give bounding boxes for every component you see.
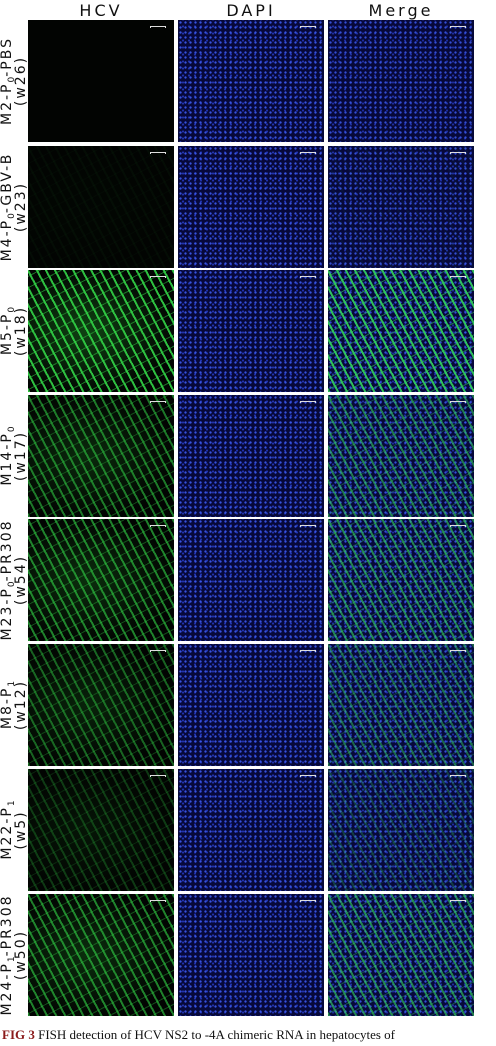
micrograph: [28, 395, 174, 517]
column-header: HCV: [79, 1, 123, 20]
scale-bar: [150, 401, 166, 403]
scale-bar: [300, 152, 316, 154]
week-label: (w5): [13, 810, 29, 850]
subscript: 1: [7, 800, 17, 807]
scale-bar: [150, 276, 166, 278]
scale-bar: [300, 401, 316, 403]
micrograph: [328, 769, 474, 891]
scale-bar: [300, 276, 316, 278]
scale-bar: [450, 900, 466, 902]
scale-bar: [450, 525, 466, 527]
scale-bar: [450, 152, 466, 154]
scale-bar: [450, 650, 466, 652]
row-label-line: M4-P0-GBV-B: [0, 146, 17, 268]
row-label-line: M23-P0-PR308: [0, 519, 17, 641]
row-label: M2-P0-PBS (w26): [0, 20, 29, 142]
week-label: (w18): [13, 305, 29, 357]
scale-bar: [300, 900, 316, 902]
micrograph: [28, 270, 174, 392]
micrograph: [28, 20, 174, 142]
row-label-line: M14-P0: [0, 395, 17, 517]
row-label: M23-P0-PR308 (w54): [0, 519, 29, 641]
row-label-line: M8-P1: [0, 644, 17, 766]
micrograph: [28, 769, 174, 891]
micrograph: [28, 146, 174, 268]
caption-label: FIG 3: [2, 1027, 35, 1042]
micrograph: [328, 146, 474, 268]
scale-bar: [300, 775, 316, 777]
scale-bar: [450, 401, 466, 403]
scale-bar: [300, 525, 316, 527]
row-label: M5-P0 (w18): [0, 270, 29, 392]
micrograph: [178, 270, 324, 392]
week-label: (w26): [13, 55, 29, 107]
micrograph: [328, 395, 474, 517]
micrograph: [328, 644, 474, 766]
row-label-line: M5-P0: [0, 270, 17, 392]
micrograph: [328, 519, 474, 641]
micrograph: [178, 146, 324, 268]
micrograph: [28, 894, 174, 1016]
row-label-line: M2-P0-PBS: [0, 20, 17, 142]
week-label: (w12): [13, 679, 29, 731]
scale-bar: [150, 525, 166, 527]
micrograph: [178, 519, 324, 641]
row-label: M24-P1-PR308 (w50): [0, 894, 29, 1016]
row-label-line: M22-P1: [0, 769, 17, 891]
column-header: DAPI: [226, 1, 276, 20]
row-label: M14-P0 (w17): [0, 395, 29, 517]
scale-bar: [300, 650, 316, 652]
caption-text: FISH detection of HCV NS2 to -4A chimeri…: [38, 1027, 395, 1042]
scale-bar: [150, 152, 166, 154]
scale-bar: [450, 775, 466, 777]
micrograph: [178, 395, 324, 517]
column-header: Merge: [368, 1, 434, 20]
row-label: M8-P1 (w12): [0, 644, 29, 766]
micrograph: [328, 894, 474, 1016]
scale-bar: [150, 650, 166, 652]
micrograph: [178, 20, 324, 142]
scale-bar: [300, 26, 316, 28]
scale-bar: [450, 26, 466, 28]
caption: FIG 3 FISH detection of HCV NS2 to -4A c…: [2, 1027, 496, 1043]
micrograph: [178, 644, 324, 766]
micrograph: [28, 519, 174, 641]
scale-bar: [450, 276, 466, 278]
row-label: M4-P0-GBV-B (w23): [0, 146, 29, 268]
row-label: M22-P1 (w5): [0, 769, 29, 891]
week-label: (w17): [13, 430, 29, 482]
micrograph: [178, 894, 324, 1016]
scale-bar: [150, 775, 166, 777]
week-label: (w23): [13, 181, 29, 233]
micrograph: [28, 644, 174, 766]
scale-bar: [150, 900, 166, 902]
row-label-line: M24-P1-PR308: [0, 894, 17, 1016]
scale-bar: [150, 26, 166, 28]
micrograph: [178, 769, 324, 891]
micrograph: [328, 20, 474, 142]
week-label: (w50): [13, 929, 29, 981]
week-label: (w54): [13, 554, 29, 606]
micrograph: [328, 270, 474, 392]
